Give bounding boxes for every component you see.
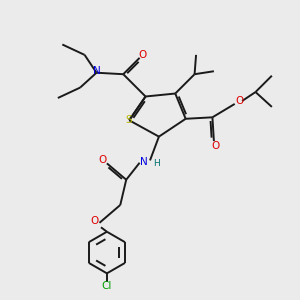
Text: O: O — [138, 50, 147, 60]
Text: O: O — [235, 96, 243, 106]
Text: N: N — [140, 157, 147, 167]
Text: O: O — [211, 140, 220, 151]
Text: H: H — [153, 159, 160, 168]
Text: O: O — [98, 155, 106, 165]
Text: Cl: Cl — [102, 281, 112, 291]
Text: S: S — [125, 115, 132, 125]
Text: O: O — [90, 216, 98, 226]
Text: N: N — [93, 66, 101, 76]
